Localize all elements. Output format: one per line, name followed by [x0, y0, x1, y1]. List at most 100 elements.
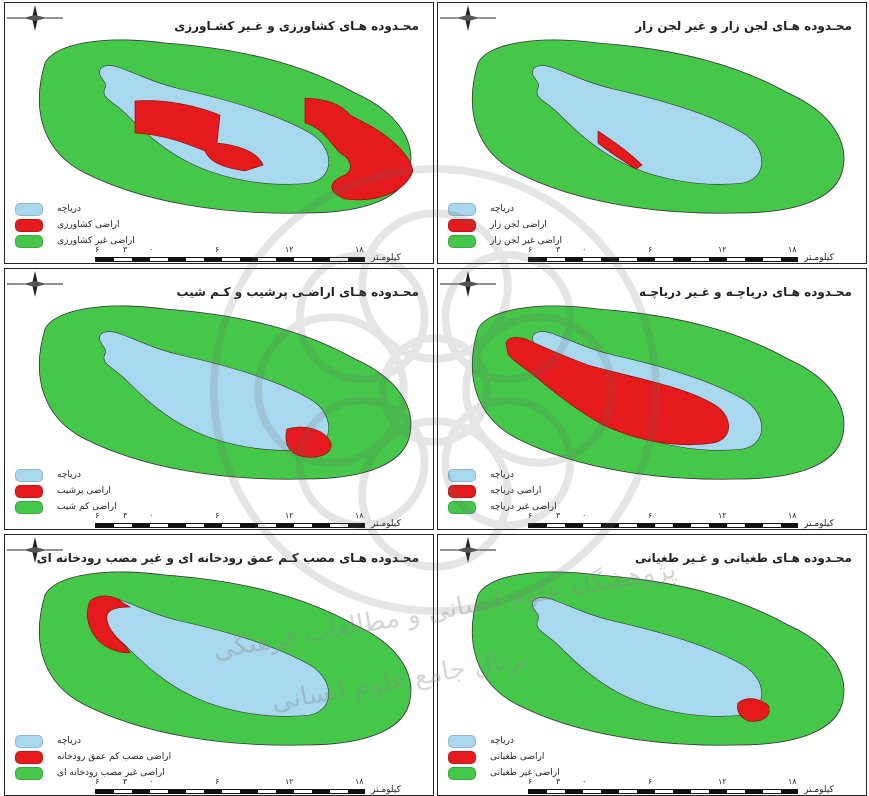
legend-label: اراضی پرشیب: [57, 486, 111, 496]
map-area: [471, 39, 845, 214]
legend-label: اراضی لجن زار: [490, 220, 547, 230]
scale-tick-label: ۱۸: [355, 511, 364, 520]
scale-tick-label: ۰: [149, 245, 154, 254]
legend-swatch: [15, 484, 43, 498]
legend-swatch: [15, 468, 43, 482]
region-red: [505, 337, 729, 446]
scale-bar: [528, 257, 798, 262]
scale-tick-label: ۶: [648, 777, 653, 786]
legend-swatch: [448, 750, 476, 764]
legend-item: اراضی مصب کم عمق رودخانه: [15, 749, 171, 765]
panel-title: محـدوده هـای مصب کـم عمق رودخانه ای و غی…: [36, 551, 419, 565]
scale-tick-label: ۱۲: [285, 777, 294, 786]
scale-ticks: ۶ ۳ ۰ ۶ ۱۲ ۱۸: [528, 245, 798, 257]
scale-tick-label: ۶: [528, 777, 533, 786]
region-red: [304, 97, 414, 201]
legend-label: دریاچه: [57, 736, 81, 746]
legend-swatch: [448, 500, 476, 514]
legend-label: اراضی غیر لجن زار: [490, 236, 563, 246]
scale-tick-label: ۶: [528, 245, 533, 254]
scale-unit: کیلومـتر: [804, 785, 834, 795]
legend-item: دریاچه: [15, 733, 171, 749]
legend-swatch: [15, 766, 43, 780]
north-arrow-icon: [7, 537, 63, 563]
legend-label: اراضی طغیانی: [490, 752, 545, 762]
region-red: [737, 698, 770, 722]
scale-tick-label: ۳: [123, 777, 128, 786]
map-panel-4: محـدوده هـای دریاچـه و غـیر دریاچـه دریاچ…: [437, 268, 867, 530]
legend-item: اراضی غیر لجن زار: [448, 233, 562, 249]
map-panel-1: محـدوده هـای کشاورزی و غـیر کشـاورزی دریا…: [4, 2, 434, 264]
legend: دریاچه اراضی مصب کم عمق رودخانه اراضی غیر …: [15, 733, 171, 781]
map-area: [471, 571, 845, 746]
legend-label: اراضی غیر کشاورزی: [57, 236, 135, 246]
legend-swatch: [15, 202, 43, 216]
legend-item: اراضی پرشیب: [15, 483, 117, 499]
scale-tick-label: ۳: [556, 511, 561, 520]
legend-label: اراضی غیر مصب رودخانه ای: [57, 768, 165, 778]
legend: دریاچه اراضی کشاورزی اراضی غیر کشاورزی: [15, 201, 135, 249]
legend-item: اراضی کشاورزی: [15, 217, 135, 233]
legend-label: دریاچه: [490, 470, 514, 480]
panel-title: محـدوده هـای طغیانی و غـیر طغیانی: [634, 551, 852, 565]
scale-ticks: ۶ ۳ ۰ ۶ ۱۲ ۱۸: [528, 511, 798, 523]
scale-tick-label: ۰: [582, 777, 587, 786]
legend-swatch: [15, 750, 43, 764]
panel-title: محـدوده هـای کشاورزی و غـیر کشـاورزی: [174, 19, 419, 33]
scale-tick-label: ۰: [149, 777, 154, 786]
map-area: [471, 305, 845, 480]
north-arrow-icon: [7, 271, 63, 297]
scale-tick-label: ۱۲: [285, 511, 294, 520]
scale-tick-label: ۱۸: [788, 511, 797, 520]
scale-tick-label: ۱۸: [355, 245, 364, 254]
legend-item: اراضی طغیانی: [448, 749, 560, 765]
scale-tick-label: ۶: [215, 511, 220, 520]
legend-item: اراضی کم شیب: [15, 499, 117, 515]
scale-tick-label: ۳: [123, 245, 128, 254]
scale-bar: [95, 257, 365, 262]
scale-bar: [528, 523, 798, 528]
north-arrow-icon: [440, 537, 496, 563]
legend-label: دریاچه: [490, 736, 514, 746]
scale-tick-label: ۶: [95, 245, 100, 254]
map-panel-5: محـدوده هـای مصب کـم عمق رودخانه ای و غی…: [4, 534, 434, 796]
panel-title: محـدوده هـای لجن زار و غیر لجن زار: [635, 19, 852, 33]
legend-label: اراضی غیر دریاچه: [490, 502, 557, 512]
map-panel-6: محـدوده هـای طغیانی و غـیر طغیانی دریاچه ا…: [437, 534, 867, 796]
scale-tick-label: ۱۸: [788, 777, 797, 786]
scale-ticks: ۶ ۳ ۰ ۶ ۱۲ ۱۸: [528, 777, 798, 789]
legend-swatch: [15, 218, 43, 232]
scale-unit: کیلومـتر: [371, 253, 401, 263]
region-red: [87, 595, 132, 654]
legend-item: اراضی غیر مصب رودخانه ای: [15, 765, 171, 781]
scale-tick-label: ۶: [95, 511, 100, 520]
scale-tick-label: ۰: [582, 245, 587, 254]
legend: دریاچه اراضی پرشیب اراضی کم شیب: [15, 467, 117, 515]
legend-label: دریاچه: [57, 204, 81, 214]
map-panel-2: محـدوده هـای لجن زار و غیر لجن زار دریاچه…: [437, 2, 867, 264]
legend-swatch: [448, 202, 476, 216]
region-red: [134, 100, 264, 172]
panel-title: محـدوده هـای اراضـی پرشیب و کـم شیب: [176, 285, 419, 299]
scale-unit: کیلومـتر: [804, 519, 834, 529]
legend-label: دریاچه: [57, 470, 81, 480]
legend-item: اراضی غیر طغیانی: [448, 765, 560, 781]
legend-item: اراضی غیر دریاچه: [448, 499, 557, 515]
legend-label: دریاچه: [490, 204, 514, 214]
legend-item: دریاچه: [15, 467, 117, 483]
scale-tick-label: ۳: [556, 245, 561, 254]
map-area: [38, 305, 412, 480]
legend-item: اراضی غیر کشاورزی: [15, 233, 135, 249]
scale-tick-label: ۱۲: [718, 511, 727, 520]
legend-swatch: [448, 468, 476, 482]
scale-tick-label: ۳: [123, 511, 128, 520]
scale-tick-label: ۱۲: [718, 777, 727, 786]
legend-item: اراضی لجن زار: [448, 217, 562, 233]
legend-swatch: [448, 234, 476, 248]
legend-swatch: [448, 484, 476, 498]
scale-tick-label: ۱۸: [355, 777, 364, 786]
scale-tick-label: ۱۲: [285, 245, 294, 254]
legend-swatch: [448, 766, 476, 780]
map-area: [38, 39, 414, 214]
